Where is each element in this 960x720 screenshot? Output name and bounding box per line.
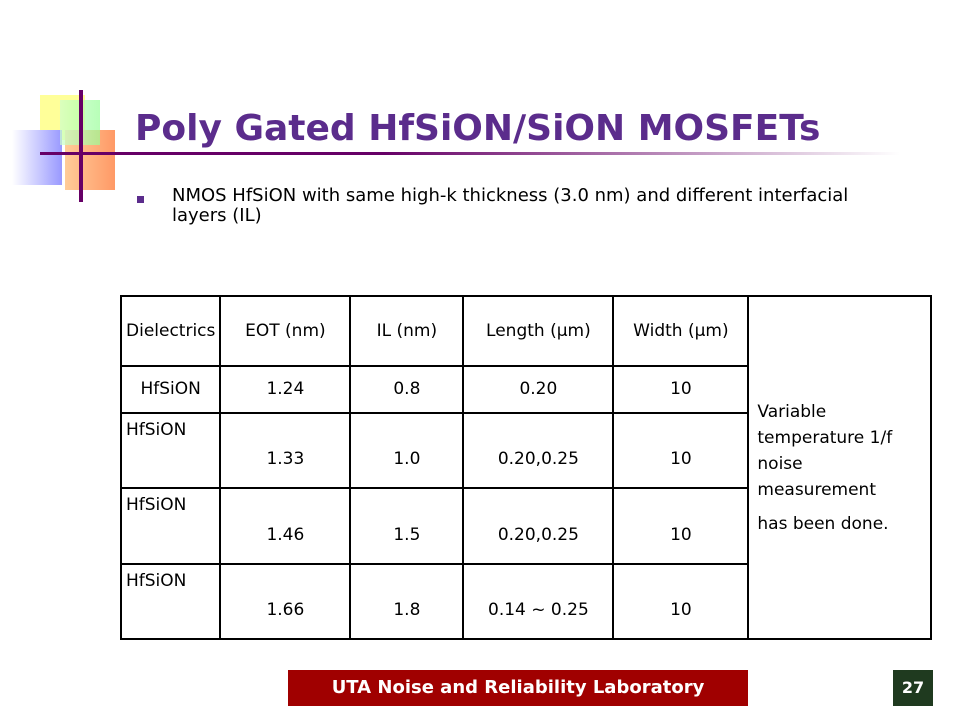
- cell: 1.24: [219, 365, 352, 414]
- cell: 0.20,0.25: [462, 411, 615, 490]
- decor: [79, 90, 83, 202]
- cell: 1.8: [349, 562, 465, 641]
- table: Dielectrics EOT (nm) IL (nm) Length (µm) Wid…: [119, 295, 932, 641]
- cell: 0.20,0.25: [462, 487, 615, 565]
- cell: 1.0: [349, 411, 465, 490]
- decor: [40, 152, 900, 155]
- decor: [12, 130, 62, 185]
- header-cell: Length (µm): [462, 295, 615, 367]
- row: HfSiON 1.66 1.8 0.14 ~ 0.25 10: [119, 562, 931, 641]
- header-cell: IL (nm): [349, 295, 465, 367]
- header-cell: Width (µm): [612, 295, 750, 367]
- cell: HfSiON: [119, 365, 222, 414]
- title: Poly Gated HfSiON/SiON MOSFETs: [135, 108, 821, 149]
- cell: HfSiON: [119, 411, 222, 490]
- page-number: 27: [893, 670, 933, 706]
- cell: 0.20: [462, 365, 615, 414]
- bullet-marker: [137, 196, 144, 203]
- note-line: has been done.: [757, 513, 889, 534]
- cell: 10: [612, 562, 750, 641]
- cell: 10: [612, 487, 750, 565]
- bullet: NMOS HfSiON with same high-k thickness (…: [172, 185, 849, 226]
- note-cell: Variable temperature 1/f noise measureme…: [747, 295, 932, 640]
- header-cell: Dielectrics: [119, 295, 222, 367]
- row: HfSiON 1.24 0.8 0.20 10: [119, 365, 931, 414]
- cell: 0.8: [349, 365, 465, 414]
- cell: 10: [612, 411, 750, 490]
- cell: HfSiON: [119, 487, 222, 565]
- cell: HfSiON: [119, 562, 222, 641]
- header-row: Dielectrics EOT (nm) IL (nm) Length (µm) Wid…: [119, 295, 932, 640]
- cell: 10: [612, 365, 750, 414]
- row: HfSiON 1.33 1.0 0.20,0.25 10: [119, 411, 931, 490]
- footer: UTA Noise and Reliability Laboratory: [288, 670, 748, 706]
- cell: 1.5: [349, 487, 465, 565]
- cell: 1.33: [219, 411, 352, 490]
- header-cell: EOT (nm): [219, 295, 352, 367]
- cell: 1.46: [219, 487, 352, 565]
- cell: 1.66: [219, 562, 352, 641]
- row: HfSiON 1.46 1.5 0.20,0.25 10: [119, 487, 931, 565]
- note-line: Variable temperature 1/f noise measureme…: [757, 401, 893, 500]
- cell: 0.14 ~ 0.25: [462, 562, 615, 641]
